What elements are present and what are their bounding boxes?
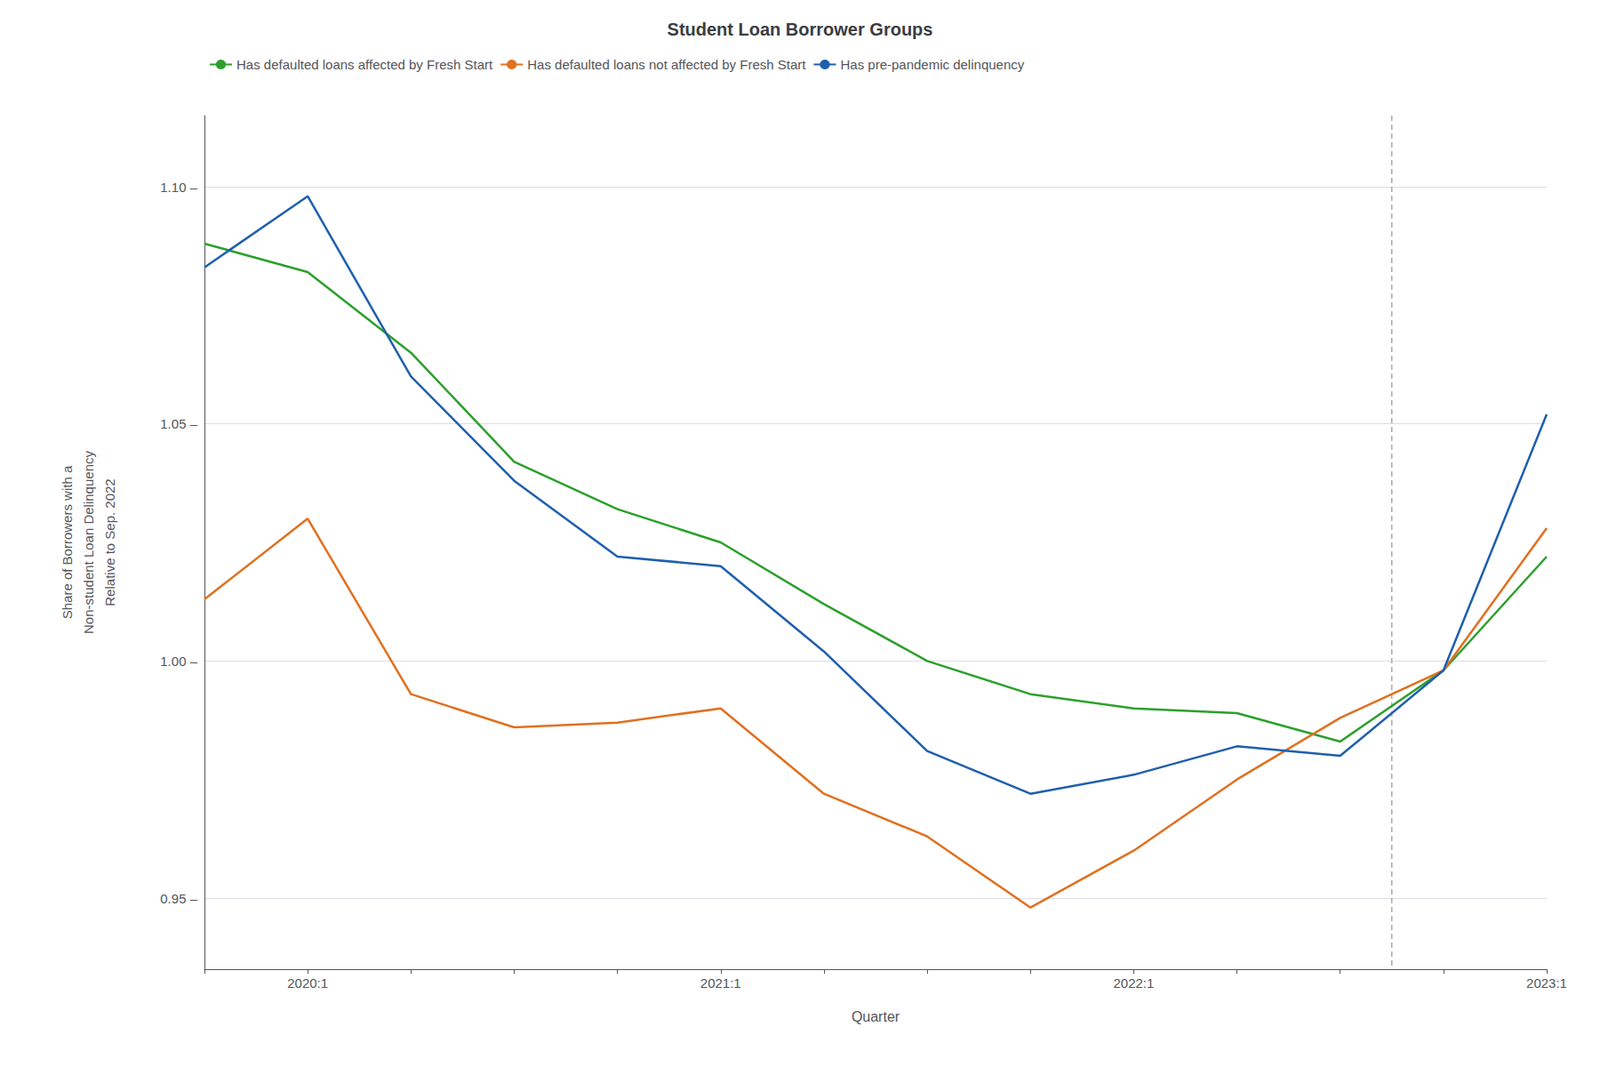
svg-text:2023:1: 2023:1	[1526, 975, 1568, 991]
svg-text:1.05 –: 1.05 –	[160, 416, 198, 432]
svg-text:2022:1: 2022:1	[1112, 975, 1154, 991]
svg-text:Non-student Loan Delinquency: Non-student Loan Delinquency	[80, 450, 96, 634]
svg-text:1.00 –: 1.00 –	[160, 653, 198, 669]
svg-text:Student Loan Borrower Groups: Student Loan Borrower Groups	[667, 19, 934, 40]
svg-text:1.10 –: 1.10 –	[160, 179, 198, 195]
svg-text:Has defaulted loans affected b: Has defaulted loans affected by Fresh St…	[236, 56, 494, 72]
svg-text:2021:1: 2021:1	[700, 975, 742, 991]
svg-text:0.95 –: 0.95 –	[160, 890, 198, 906]
svg-text:Share of Borrowers with a: Share of Borrowers with a	[59, 464, 75, 619]
svg-text:Quarter: Quarter	[851, 1008, 901, 1024]
svg-text:2020:1: 2020:1	[287, 975, 328, 991]
svg-text:Has defaulted loans not affect: Has defaulted loans not affected by Fres…	[527, 56, 807, 72]
svg-text:Has pre-pandemic delinquency: Has pre-pandemic delinquency	[840, 56, 1024, 72]
svg-text:Relative to Sep. 2022: Relative to Sep. 2022	[102, 478, 118, 606]
